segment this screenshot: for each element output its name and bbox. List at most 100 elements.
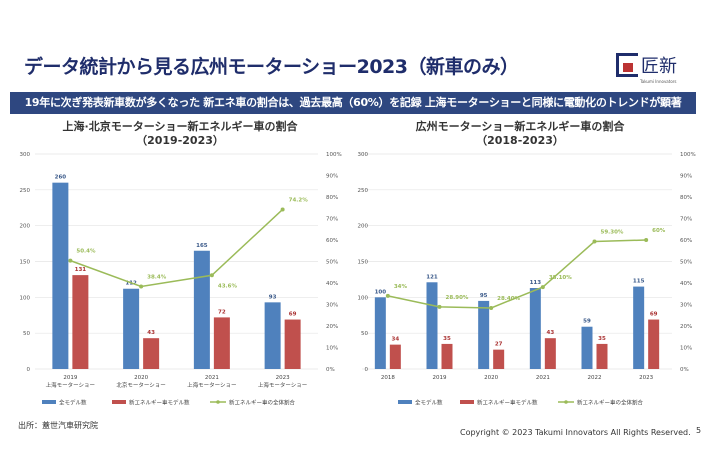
data-label-all: 121	[426, 274, 438, 280]
y2-tick-label: 70%	[680, 217, 692, 223]
x-tick-label: 2020	[484, 375, 498, 381]
share-data-label: 34%	[394, 284, 408, 290]
x-tick-label: 2019	[433, 375, 447, 381]
share-data-label: 50.4%	[76, 249, 96, 255]
share-point	[592, 239, 597, 244]
share-data-label: 43.6%	[218, 283, 238, 289]
data-label-nev: 69	[289, 312, 297, 318]
bar-nev-models	[213, 317, 230, 369]
y2-tick-label: 40%	[326, 281, 338, 287]
share-line	[70, 208, 284, 288]
data-label-nev: 34	[392, 337, 400, 343]
y2-tick-label: 60%	[326, 238, 338, 244]
y2-tick-label: 100%	[326, 152, 342, 158]
x-tick-label: 上海モーターショー	[187, 381, 236, 389]
chart-1-title-text: 上海·北京モーターショー新エネルギー車の割合	[62, 120, 298, 133]
x-tick-label: 上海モーターショー	[46, 381, 95, 389]
y2-tick-label: 10%	[326, 346, 338, 352]
y2-tick-label: 50%	[680, 260, 692, 266]
bar-all-models	[264, 302, 281, 369]
y-tick-label: 150	[358, 260, 369, 266]
legend-swatch	[42, 400, 56, 404]
bar-nev-models	[441, 343, 453, 369]
bar-all-models	[478, 300, 490, 369]
logo-text: 匠新	[641, 56, 677, 77]
chart-2-subtitle: （2018-2023）	[476, 134, 564, 147]
share-data-label: 60%	[652, 228, 666, 234]
x-tick-label: 北京モーターショー	[116, 381, 165, 389]
y2-tick-label: 90%	[326, 174, 338, 180]
data-label-nev: 72	[218, 309, 226, 315]
y2-tick-label: 20%	[326, 324, 338, 330]
page-number: 5	[696, 426, 702, 435]
logo-subtext: Takumi Innovators	[640, 79, 677, 84]
bar-nev-models	[389, 344, 401, 369]
data-label-all: 93	[269, 294, 277, 300]
y2-tick-label: 0%	[326, 367, 335, 373]
share-point	[280, 207, 285, 212]
bar-nev-models	[143, 338, 160, 369]
data-label-nev: 27	[495, 342, 503, 348]
x-tick-label: 2023	[276, 375, 290, 381]
data-label-nev: 131	[75, 267, 87, 273]
share-data-label: 38.4%	[147, 274, 167, 280]
share-point	[489, 305, 494, 310]
bar-nev-models	[493, 349, 505, 369]
legend-label: 全モデル数	[59, 399, 87, 407]
chart-2-title: 広州モーターショー新エネルギー車の割合 （2018-2023）	[380, 120, 660, 148]
y-tick-label: 100	[358, 295, 369, 301]
x-tick-label: 上海モーターショー	[258, 381, 307, 389]
share-point	[209, 273, 214, 278]
logo: 匠新 Takumi Innovators	[616, 52, 677, 84]
y-tick-label: 250	[358, 188, 369, 194]
share-data-label: 59.30%	[601, 230, 624, 236]
source-note: 出所：蓋世汽車研究院	[18, 421, 98, 430]
legend-label: 全モデル数	[415, 399, 443, 407]
share-data-label: 38.10%	[549, 275, 572, 281]
x-tick-label: 2020	[134, 375, 148, 381]
data-label-nev: 43	[147, 330, 155, 336]
legend-label: 新エネルギー車の全体割合	[577, 399, 644, 407]
y2-tick-label: 30%	[680, 303, 692, 309]
y-tick-label: 0	[365, 367, 369, 373]
data-label-all: 59	[583, 319, 591, 325]
y-tick-label: 100	[20, 295, 31, 301]
data-label-all: 113	[530, 280, 542, 286]
page-title: データ統計から見る広州モーターショー2023（新車のみ）	[24, 56, 519, 78]
bar-all-models	[426, 282, 438, 369]
bar-all-models	[123, 288, 140, 369]
y-tick-label: 300	[358, 152, 369, 158]
bar-all-models	[374, 297, 386, 369]
data-label-all: 165	[196, 243, 208, 249]
share-data-label: 28.40%	[497, 296, 520, 302]
y2-tick-label: 90%	[680, 174, 692, 180]
bar-all-models	[52, 182, 69, 369]
share-line	[387, 239, 647, 309]
data-label-all: 112	[125, 281, 137, 287]
legend-label: 新エネルギー車モデル数	[129, 399, 190, 407]
x-tick-label: 2022	[588, 375, 602, 381]
y-tick-label: 0	[27, 367, 31, 373]
x-tick-label: 2021	[205, 375, 219, 381]
bar-nev-models	[596, 343, 608, 369]
data-label-all: 100	[375, 289, 387, 295]
data-label-nev: 43	[547, 330, 555, 336]
y2-tick-label: 80%	[680, 195, 692, 201]
chart-2-title-text: 広州モーターショー新エネルギー車の割合	[415, 120, 625, 133]
data-label-all: 115	[633, 279, 645, 285]
y2-tick-label: 80%	[326, 195, 338, 201]
bar-nev-models	[544, 338, 556, 369]
share-point	[139, 284, 144, 289]
chart-1-title: 上海·北京モーターショー新エネルギー車の割合 （2019-2023）	[40, 120, 320, 148]
data-label-nev: 35	[598, 336, 606, 342]
bar-all-models	[529, 288, 541, 369]
chart-1-subtitle: （2019-2023）	[136, 134, 224, 147]
legend-marker	[216, 400, 220, 404]
copyright: Copyright © 2023 Takumi Innovators All R…	[460, 428, 691, 437]
share-point	[437, 304, 442, 309]
share-data-label: 74.2%	[289, 197, 309, 203]
y2-tick-label: 50%	[326, 260, 338, 266]
data-label-all: 95	[480, 293, 488, 299]
data-label-nev: 69	[650, 312, 658, 318]
